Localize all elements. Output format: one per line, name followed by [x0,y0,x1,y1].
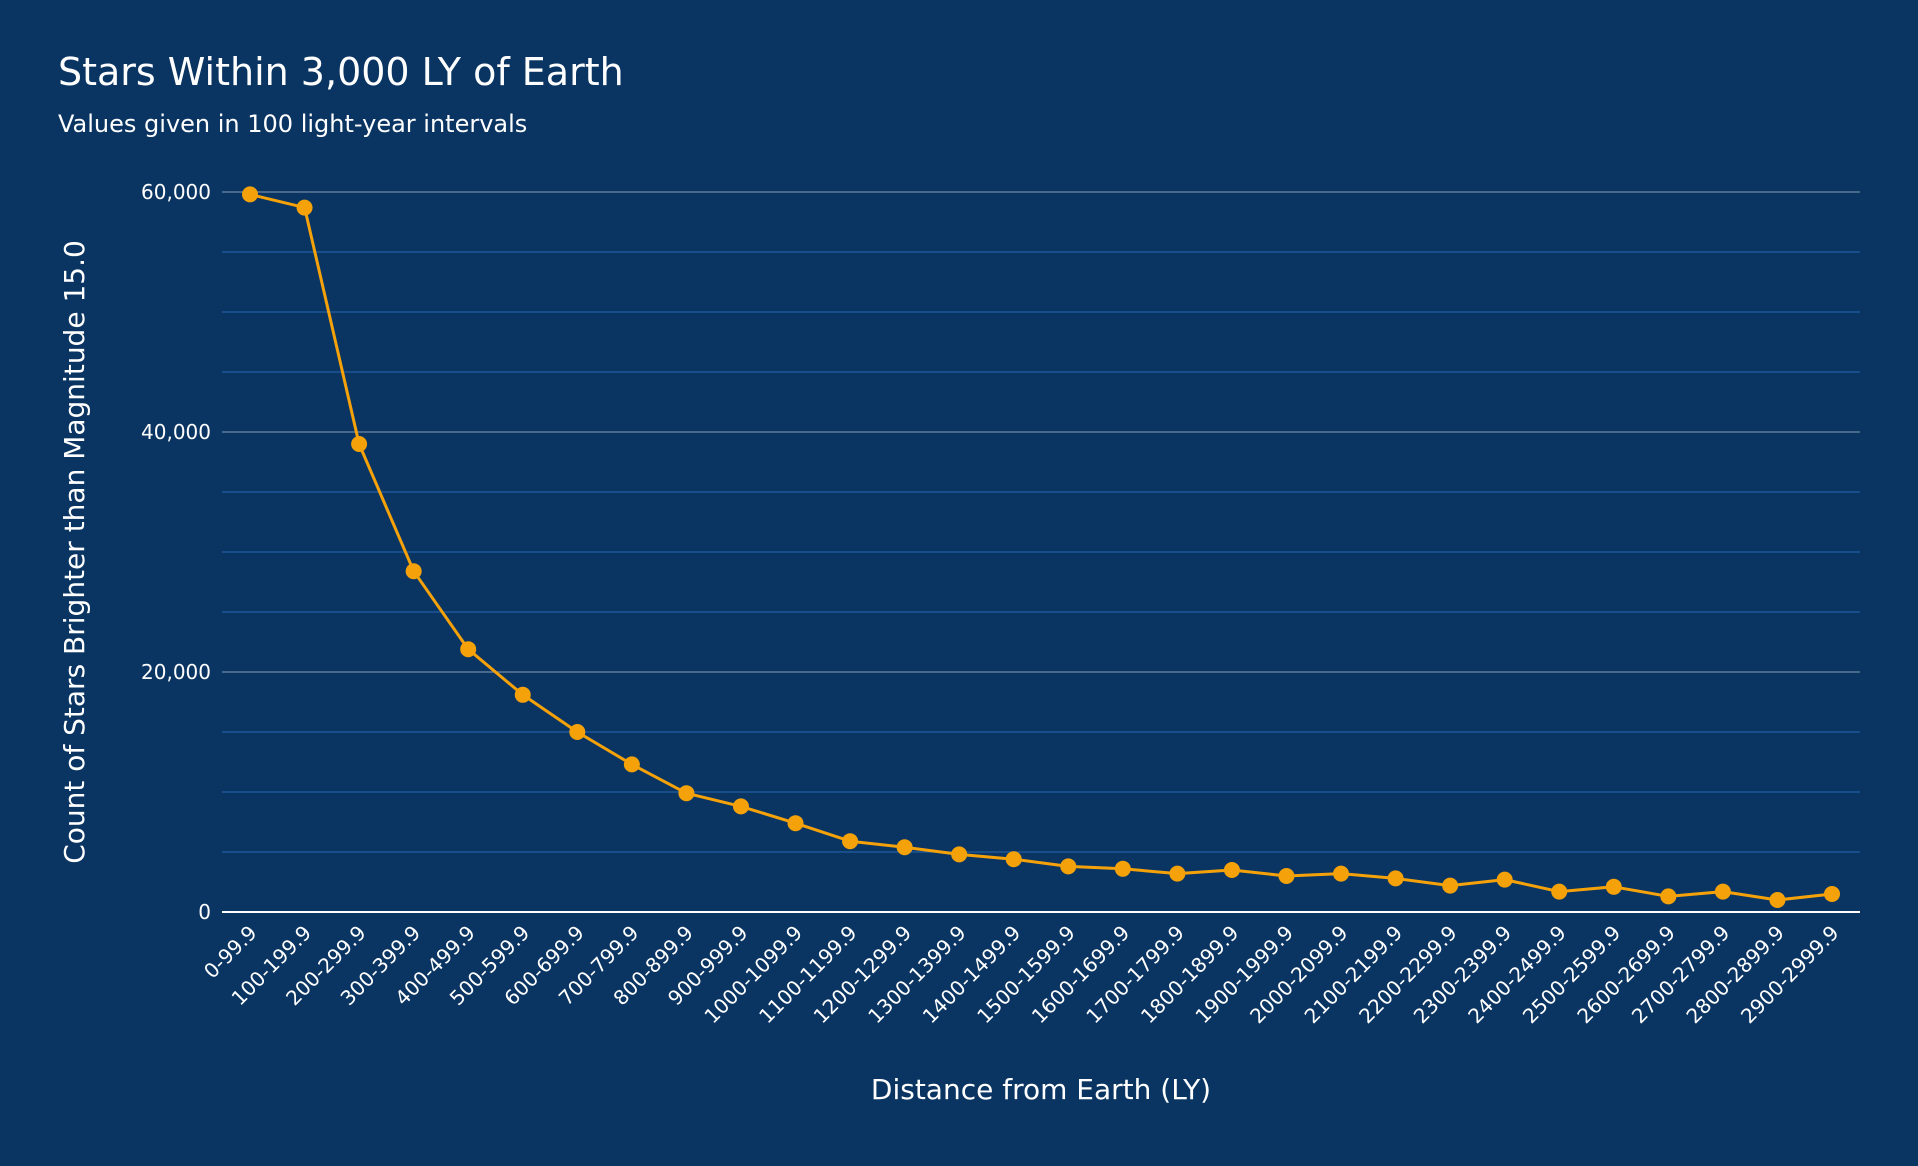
data-point [1223,862,1240,878]
data-point [351,436,368,452]
data-point [1169,865,1186,882]
data-point [569,724,586,740]
data-point [1005,851,1022,868]
data-point [1551,883,1568,900]
data-point [405,563,422,580]
data-point [1333,865,1350,882]
chart-title: Stars Within 3,000 LY of Earth [58,50,624,94]
data-point [896,839,913,856]
data-point [842,833,859,850]
data-point [1060,858,1077,875]
data-point [1824,886,1840,902]
series-line [249,192,1833,902]
data-point [951,846,968,863]
data-point [1278,868,1295,884]
data-point [1605,878,1622,895]
y-tick-label: 0 [198,900,211,924]
data-point [623,756,640,773]
data-point [1387,870,1404,887]
data-point [732,798,749,815]
data-point [1714,883,1731,900]
data-point [787,815,804,832]
x-axis-title: Distance from Earth (LY) [871,1073,1211,1106]
data-point [1769,892,1786,908]
data-point [1442,877,1459,894]
data-point [1496,871,1513,888]
y-tick-label: 60,000 [141,180,211,204]
data-point [1114,860,1131,877]
y-axis-title: Count of Stars Brighter than Magnitude 1… [58,240,91,864]
data-point [514,686,531,703]
y-tick-label: 20,000 [141,660,211,684]
data-point [242,186,258,203]
data-point [1660,888,1677,905]
data-point [296,199,313,216]
data-point [678,785,695,802]
data-point [460,641,477,658]
y-tick-label: 40,000 [141,420,211,444]
chart-subtitle: Values given in 100 light-year intervals [58,110,528,138]
